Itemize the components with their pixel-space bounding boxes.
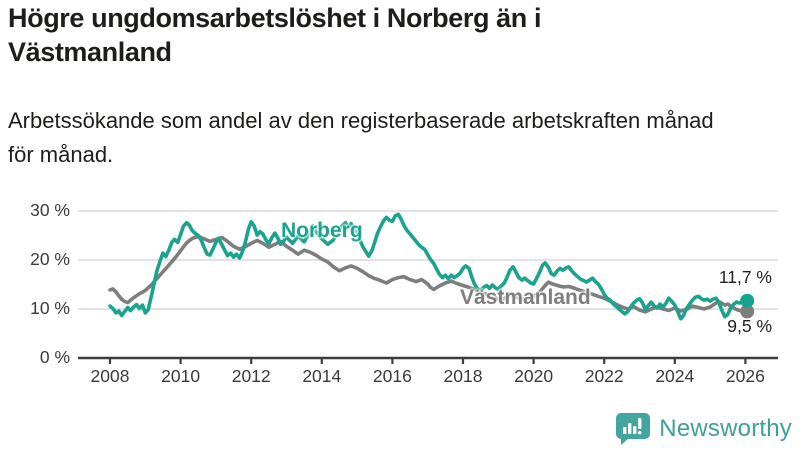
x-axis-label: 2014 bbox=[302, 366, 342, 386]
end-value-vastmanland: 9,5 % bbox=[727, 316, 772, 336]
x-axis-label: 2016 bbox=[372, 366, 412, 386]
bar-chart-speech-bubble-icon bbox=[616, 413, 651, 445]
x-axis-label: 2012 bbox=[231, 366, 271, 386]
series-line-vastmanland bbox=[108, 234, 750, 314]
x-axis-label: 2026 bbox=[725, 366, 765, 386]
x-axis-label: 2010 bbox=[161, 366, 201, 386]
newsworthy-logo[interactable]: Newsworthy bbox=[615, 412, 792, 446]
x-axis-label: 2018 bbox=[443, 366, 483, 386]
y-axis-label: 10 % bbox=[30, 298, 70, 318]
page-title: Högre ungdomsarbetslöshet i Norberg än i… bbox=[8, 3, 542, 67]
x-axis-label: 2020 bbox=[514, 366, 554, 386]
series-label-norberg: Norberg bbox=[281, 219, 363, 242]
y-axis-label: 30 % bbox=[30, 200, 70, 220]
end-value-norberg: 11,7 % bbox=[718, 267, 772, 287]
series-label-vastmanland: Västmanland bbox=[460, 286, 591, 309]
chart-subtitle: Arbetssökande som andel av den registerb… bbox=[8, 108, 714, 167]
series-endpoint-vastmanland bbox=[740, 304, 755, 319]
x-axis-label: 2022 bbox=[584, 366, 624, 386]
newsworthy-wordmark: Newsworthy bbox=[659, 415, 792, 442]
x-axis-label: 2024 bbox=[655, 366, 695, 386]
y-axis-label: 20 % bbox=[30, 249, 70, 269]
y-axis-label: 0 % bbox=[39, 347, 70, 367]
series-line-norberg bbox=[108, 212, 750, 321]
series-endpoint-norberg bbox=[740, 293, 755, 308]
x-axis-label: 2008 bbox=[90, 366, 130, 386]
